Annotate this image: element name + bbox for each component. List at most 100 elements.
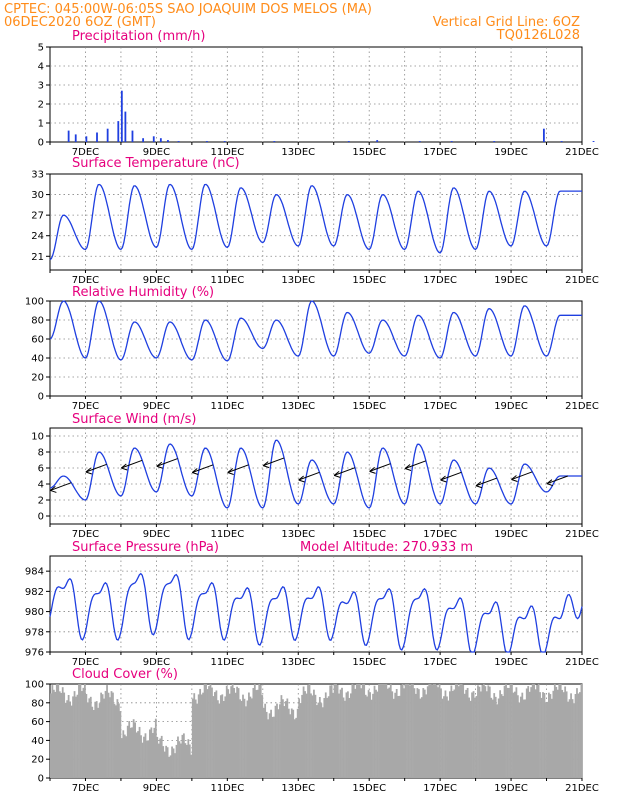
- cloud-bar: [184, 743, 187, 778]
- cloud-bar: [410, 684, 413, 778]
- cloud-bar: [199, 688, 202, 778]
- cloud-bar: [180, 743, 182, 778]
- cloud-bar: [389, 684, 392, 778]
- cloud-bar: [453, 689, 456, 778]
- cloud-bar: [490, 697, 493, 778]
- cloud-bar: [91, 706, 94, 778]
- wind-arrow-head: [121, 463, 128, 471]
- cloud-bar: [519, 696, 522, 778]
- cloud-bar: [103, 698, 105, 778]
- cloud-bar: [52, 689, 55, 778]
- y-tick-label: 60: [31, 717, 44, 728]
- cloud-bar: [539, 692, 541, 778]
- cloud-bar: [463, 693, 466, 778]
- cloud-bar: [246, 700, 249, 778]
- cloud-bar: [156, 736, 159, 778]
- x-tick-label: 7DEC: [72, 401, 99, 412]
- cloud-bar: [261, 695, 264, 778]
- precip-bar: [347, 141, 350, 142]
- cloud-bar: [73, 691, 76, 778]
- cloud-bar: [76, 694, 79, 778]
- cloud-bar: [354, 688, 357, 778]
- cloud-bar: [341, 687, 343, 778]
- cloud-bar: [67, 695, 70, 778]
- cloud-bar: [494, 696, 497, 778]
- wind-title: Surface Wind (m/s): [72, 412, 196, 427]
- cloud-bar: [527, 686, 530, 778]
- x-tick-label: 13DEC: [281, 657, 315, 668]
- wind-arrow-head: [156, 461, 163, 469]
- cloud-bar: [131, 727, 134, 778]
- cloud-bar: [55, 684, 58, 778]
- cloud-bar: [115, 705, 117, 778]
- cloud-bar: [406, 684, 408, 778]
- cloud-bar: [270, 709, 272, 778]
- cloud-bar: [456, 684, 459, 778]
- cloud-bar: [233, 688, 236, 778]
- pressure-annotation: Model Altitude: 270.933 m: [300, 540, 473, 555]
- wind-arrow: [546, 475, 568, 485]
- cloud-bar: [109, 697, 111, 778]
- cloud-bar: [391, 691, 394, 778]
- cloud-bar: [351, 684, 354, 778]
- wind-arrow-head: [369, 466, 376, 474]
- cloud-bar: [193, 693, 196, 778]
- cloud-bar: [132, 719, 135, 778]
- cloud-bar: [321, 707, 324, 778]
- cloud-bar: [348, 697, 351, 778]
- precip-title: Precipitation (mm/h): [72, 29, 205, 44]
- cloud-bar: [117, 703, 120, 778]
- cloud-bar: [407, 684, 410, 778]
- cloud-bar: [335, 684, 337, 778]
- cloud-bar: [469, 700, 472, 778]
- cloud-bar: [243, 698, 246, 778]
- cloud-bar: [165, 745, 168, 778]
- x-tick-label: 11DEC: [210, 783, 244, 794]
- cloud-bar: [428, 684, 431, 778]
- cloud-bar: [417, 689, 420, 778]
- cloud-bar: [196, 703, 199, 778]
- wind-arrow-head: [298, 475, 305, 483]
- cloud-bar: [505, 684, 507, 778]
- precip-bar: [96, 132, 98, 142]
- wind-arrow: [156, 458, 178, 467]
- cloud-bar: [441, 698, 444, 778]
- cloud-bar: [416, 688, 419, 778]
- cloud-bar: [255, 690, 258, 778]
- cloud-bar: [178, 741, 181, 778]
- x-tick-label: 15DEC: [352, 657, 386, 668]
- series-line: [49, 439, 582, 509]
- cloud-bar: [577, 693, 580, 778]
- cloud-bar: [462, 685, 465, 778]
- cloud-bar: [205, 684, 207, 778]
- cloud-bar: [138, 726, 141, 778]
- cloud-bar: [250, 698, 253, 778]
- cloud-bar: [66, 700, 69, 778]
- precip-bar: [223, 141, 226, 142]
- x-tick-label: 19DEC: [494, 529, 528, 540]
- cloud-bar: [338, 693, 340, 778]
- cloud-bar: [466, 687, 469, 778]
- cloud-bar: [234, 692, 237, 778]
- x-tick-label: 9DEC: [143, 529, 170, 540]
- wind-arrow-head: [546, 479, 554, 487]
- cloud-bar: [438, 684, 441, 778]
- cloud-bar: [531, 684, 534, 778]
- cloud-bar: [128, 721, 131, 778]
- cloud-bar: [333, 684, 336, 778]
- cloud-bar: [284, 701, 287, 778]
- cloud-bar: [437, 687, 439, 778]
- cloud-bar: [318, 697, 321, 778]
- cloud-bar: [304, 691, 306, 778]
- cloud-bar: [150, 727, 153, 778]
- cloud-bar: [574, 694, 577, 778]
- plot-frame: [49, 555, 583, 653]
- series-line: [49, 572, 583, 653]
- cloud-bar: [565, 691, 568, 778]
- humidity-title: Relative Humidity (%): [72, 285, 214, 300]
- cloud-bar: [107, 692, 110, 778]
- cloud-bar: [562, 692, 565, 778]
- cloud-bar: [543, 692, 546, 778]
- cloud-bar: [329, 685, 332, 778]
- cloud-bar: [536, 684, 538, 778]
